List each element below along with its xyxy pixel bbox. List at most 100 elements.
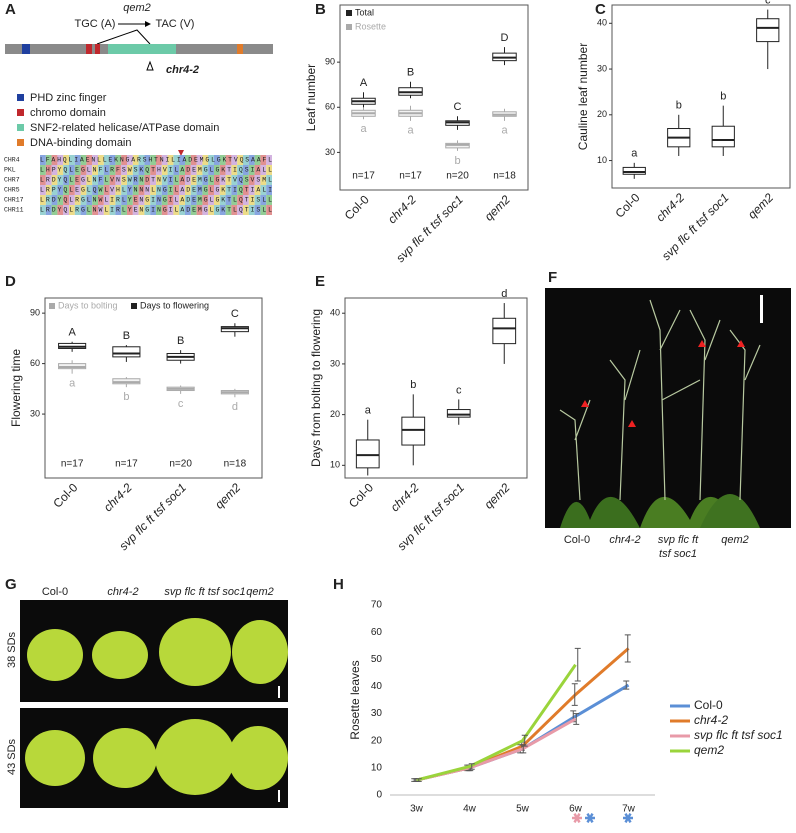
legend-label: SNF2-related helicase/ATPase domain bbox=[30, 122, 219, 134]
error-bar bbox=[468, 763, 475, 770]
residue-bg bbox=[185, 185, 191, 195]
group-letter: B bbox=[407, 67, 414, 79]
residue-bg bbox=[173, 205, 180, 215]
residue-bg bbox=[243, 175, 249, 185]
residue-bg bbox=[127, 185, 133, 195]
residue-bg bbox=[63, 195, 69, 205]
error-bar bbox=[573, 713, 580, 725]
residue-bg bbox=[40, 155, 46, 165]
residue-bg bbox=[132, 205, 139, 215]
residue-bg bbox=[237, 165, 243, 175]
residue-bg bbox=[45, 195, 52, 205]
y-axis-label: Cauline leaf number bbox=[576, 43, 590, 150]
group-letter: D bbox=[501, 32, 509, 44]
residue-bg bbox=[254, 165, 261, 175]
residue-bg bbox=[57, 165, 64, 175]
residue-bg bbox=[103, 165, 110, 175]
photo-label: svp flc ft tsf soc1 bbox=[164, 586, 245, 598]
residue-bg bbox=[115, 155, 122, 165]
n-label: n=17 bbox=[115, 459, 138, 470]
residue-bg bbox=[202, 175, 209, 185]
residue-bg bbox=[74, 195, 81, 205]
box bbox=[711, 125, 735, 148]
residue-bg bbox=[260, 185, 267, 195]
t-dna-marker bbox=[146, 60, 154, 71]
y-tick-label: 20 bbox=[597, 109, 607, 119]
residue-bg bbox=[260, 205, 267, 215]
residue-bg bbox=[63, 165, 69, 175]
group-letter: b bbox=[410, 379, 416, 391]
x-tick-label: Col-0 bbox=[346, 480, 376, 510]
residue-bg bbox=[144, 165, 151, 175]
residue-bg bbox=[132, 195, 139, 205]
residue-bg bbox=[208, 185, 214, 195]
residue-bg bbox=[243, 205, 249, 215]
residue-bg bbox=[132, 155, 139, 165]
y-tick-label: 40 bbox=[330, 308, 340, 318]
group-letter: a bbox=[631, 148, 638, 160]
residue-bg bbox=[69, 195, 75, 205]
residue-bg bbox=[214, 155, 220, 165]
residue-bg bbox=[144, 185, 151, 195]
residue-bg bbox=[208, 165, 214, 175]
residue-bg bbox=[248, 165, 255, 175]
residue-bg bbox=[266, 195, 272, 205]
residue-bg bbox=[74, 185, 81, 195]
n-label: n=18 bbox=[493, 171, 516, 182]
residue-bg bbox=[202, 155, 209, 165]
y-tick-label: 20 bbox=[330, 409, 340, 419]
y-tick-label: 30 bbox=[330, 358, 340, 368]
x-tick-label: 7w bbox=[622, 804, 636, 815]
residue-bg bbox=[248, 155, 255, 165]
residue-bg bbox=[115, 205, 122, 215]
residue-bg bbox=[156, 155, 162, 165]
x-tick-label: 4w bbox=[463, 804, 477, 815]
residue-bg bbox=[237, 195, 243, 205]
residue-bg bbox=[231, 165, 238, 175]
y-tick-label: 0 bbox=[376, 790, 382, 801]
residue-bg bbox=[57, 155, 64, 165]
residue-bg bbox=[86, 195, 93, 205]
residue-bg bbox=[109, 175, 116, 185]
residue-bg bbox=[214, 175, 220, 185]
residue-bg bbox=[196, 155, 203, 165]
residue-bg bbox=[40, 205, 46, 215]
group-letter: a bbox=[365, 405, 372, 417]
residue-bg bbox=[237, 205, 243, 215]
y-tick-label: 90 bbox=[325, 57, 335, 67]
group-letter: b bbox=[720, 91, 726, 103]
residue-bg bbox=[219, 155, 226, 165]
line bbox=[416, 717, 577, 782]
group-letter: c bbox=[178, 398, 184, 410]
residue-bg bbox=[57, 195, 64, 205]
residue-bg bbox=[144, 205, 151, 215]
residue-bg bbox=[190, 165, 197, 175]
residue-bg bbox=[80, 155, 87, 165]
residue-bg bbox=[260, 155, 267, 165]
mutation-allele: qem2 bbox=[123, 2, 151, 14]
y-tick-label: 30 bbox=[371, 708, 383, 719]
residue-bg bbox=[248, 195, 255, 205]
residue-bg bbox=[260, 195, 267, 205]
seq-name: CHR11 bbox=[4, 207, 24, 214]
group-letter: b bbox=[676, 100, 682, 112]
residue-bg bbox=[231, 155, 238, 165]
residue-bg bbox=[243, 195, 249, 205]
residue-bg bbox=[138, 165, 145, 175]
residue-bg bbox=[248, 185, 255, 195]
seq-name: CHR5 bbox=[4, 187, 20, 194]
residue-bg bbox=[57, 185, 64, 195]
residue-bg bbox=[219, 175, 226, 185]
residue-bg bbox=[179, 155, 185, 165]
photo-label: svp flc ft tsf soc1 bbox=[658, 534, 699, 560]
legend-swatch bbox=[346, 10, 352, 16]
x-tick-label: Col-0 bbox=[612, 190, 642, 220]
dna-binding-domain bbox=[237, 44, 243, 54]
residue-bg bbox=[144, 155, 151, 165]
residue-bg bbox=[80, 185, 87, 195]
panel-letter: F bbox=[548, 269, 557, 286]
residue-bg bbox=[51, 175, 58, 185]
y-axis-label: Flowering time bbox=[9, 349, 23, 427]
seq-name: PKL bbox=[4, 167, 16, 174]
